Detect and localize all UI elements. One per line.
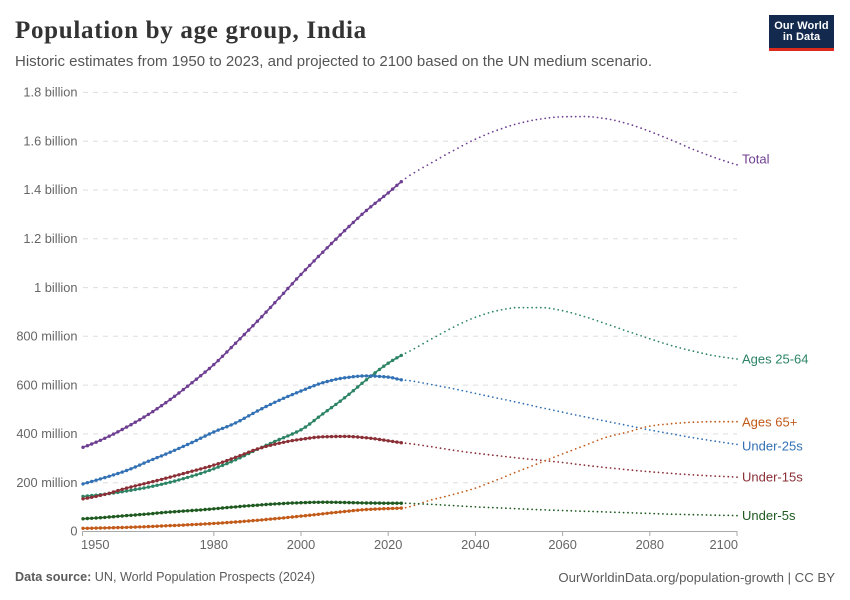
svg-text:2100: 2100 <box>710 537 738 552</box>
svg-text:1.6 billion: 1.6 billion <box>23 133 77 148</box>
svg-text:2020: 2020 <box>374 537 402 552</box>
svg-text:2000: 2000 <box>287 537 315 552</box>
svg-text:1950: 1950 <box>81 537 109 552</box>
svg-text:600 million: 600 million <box>16 377 77 392</box>
svg-text:Under-5s: Under-5s <box>742 508 796 523</box>
svg-text:Under-25s: Under-25s <box>742 439 803 454</box>
svg-text:200 million: 200 million <box>16 475 77 490</box>
svg-text:2080: 2080 <box>636 537 664 552</box>
svg-text:1.4 billion: 1.4 billion <box>23 182 77 197</box>
svg-text:Under-15s: Under-15s <box>742 470 803 485</box>
svg-text:2040: 2040 <box>461 537 489 552</box>
svg-text:Total: Total <box>742 152 770 167</box>
svg-text:1 billion: 1 billion <box>34 280 77 295</box>
svg-text:Ages 25-64: Ages 25-64 <box>742 352 809 367</box>
svg-text:400 million: 400 million <box>16 426 77 441</box>
svg-text:2060: 2060 <box>548 537 576 552</box>
svg-text:0: 0 <box>70 524 77 539</box>
svg-text:800 million: 800 million <box>16 329 77 344</box>
svg-text:Ages 65+: Ages 65+ <box>742 415 797 430</box>
svg-text:1.8 billion: 1.8 billion <box>23 85 77 100</box>
svg-text:1980: 1980 <box>200 537 228 552</box>
svg-text:1.2 billion: 1.2 billion <box>23 231 77 246</box>
